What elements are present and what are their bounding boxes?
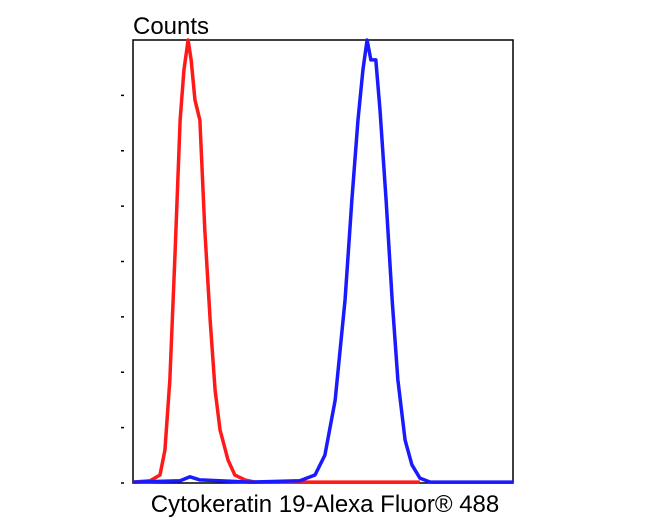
plot-frame (132, 39, 514, 484)
series-line (132, 38, 513, 484)
x-axis-label: Cytokeratin 19-Alexa Fluor® 488 (151, 491, 500, 518)
series-line (132, 38, 420, 484)
chart-title: Counts (133, 13, 209, 40)
